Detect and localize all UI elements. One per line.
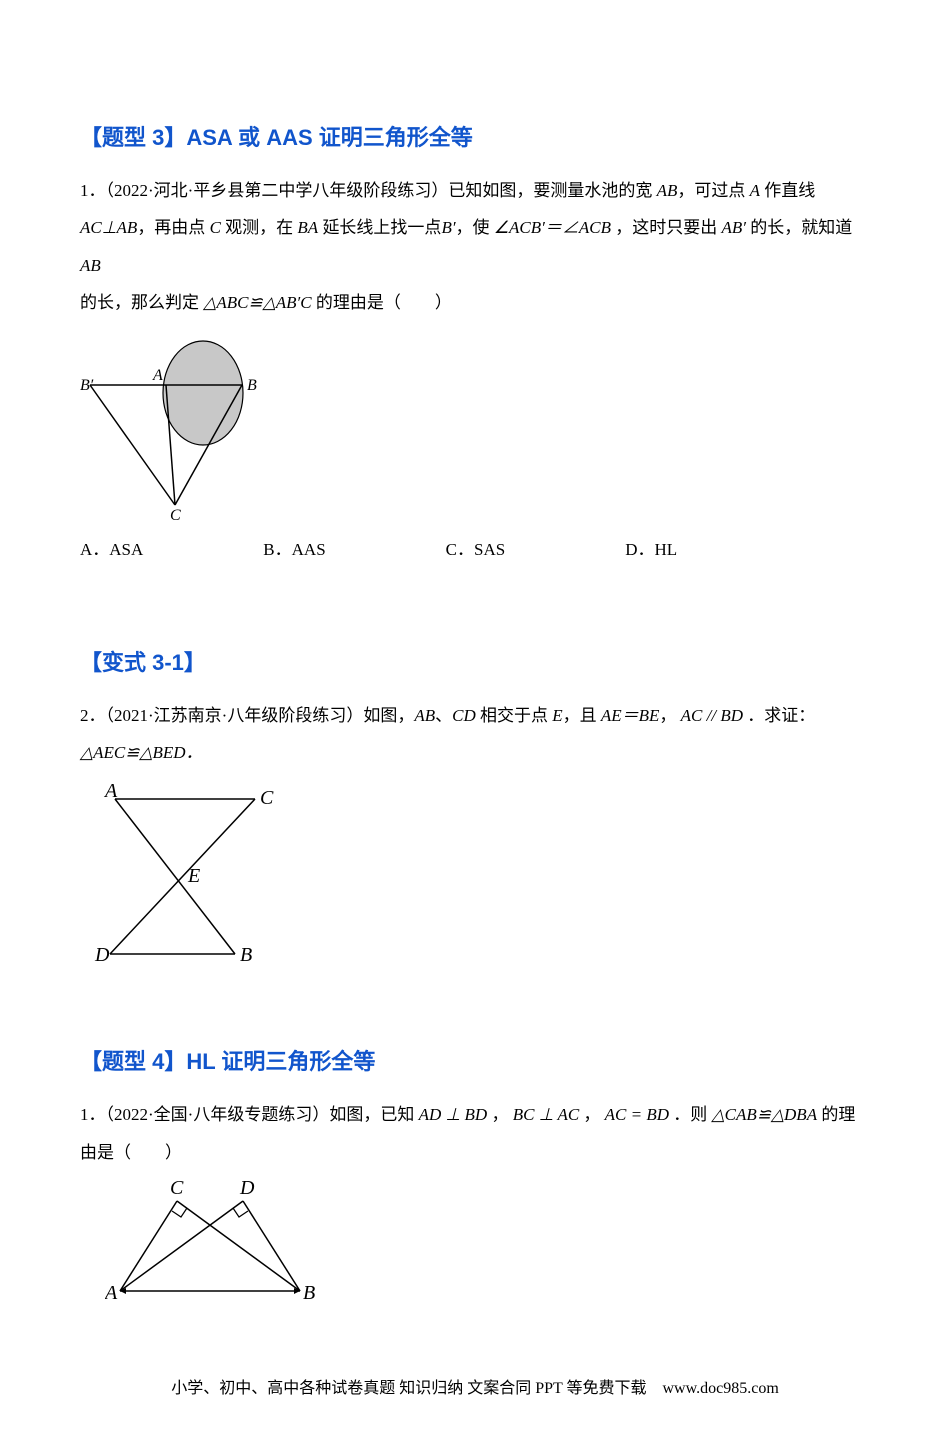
var-ACBD2: AC = BD bbox=[605, 1105, 669, 1124]
label-E: E bbox=[187, 865, 200, 887]
text: 1．（2022·全国·八年级专题练习）如图，已知 bbox=[80, 1105, 419, 1124]
pond-ellipse bbox=[163, 341, 243, 445]
figure-3-1: B′ A B C bbox=[80, 330, 870, 525]
variant-3-1-title: 【变式 3-1】 bbox=[80, 645, 870, 677]
var-A: A bbox=[750, 181, 760, 200]
text: ，这时只要出 bbox=[611, 218, 722, 237]
text: 、 bbox=[435, 706, 452, 725]
text: ，可过点 bbox=[677, 181, 749, 200]
hl-triangles: C D A B bbox=[105, 1179, 315, 1309]
tri-cong-2: △AEC≌△BED． bbox=[80, 743, 203, 762]
text: 由是（ ） bbox=[80, 1143, 182, 1162]
label-D: D bbox=[239, 1179, 255, 1199]
label-B: B bbox=[247, 377, 257, 394]
text: ，使 bbox=[456, 218, 494, 237]
tri-cong: △ABC≌△AB′C bbox=[203, 293, 311, 312]
angle-expr: ∠ACB′＝∠ACB bbox=[494, 218, 611, 237]
var-BA: BA bbox=[297, 218, 318, 237]
var-ACAB: AC⊥AB bbox=[80, 218, 137, 237]
line-AB bbox=[115, 799, 235, 954]
page-footer: 小学、初中、高中各种试卷真题 知识归纳 文案合同 PPT 等免费下载 www.d… bbox=[80, 1374, 870, 1398]
var-E: E bbox=[552, 706, 562, 725]
text: 延长线上找一点 bbox=[318, 218, 441, 237]
label-B: B bbox=[303, 1282, 315, 1304]
var-AB: AB bbox=[657, 181, 678, 200]
line-AC bbox=[120, 1201, 177, 1291]
label-A: A bbox=[103, 780, 118, 802]
problem-4-1: 1．（2022·全国·八年级专题练习）如图，已知 AD ⊥ BD ， BC ⊥ … bbox=[80, 1096, 870, 1171]
var-AEBE: AE＝BE bbox=[601, 706, 660, 725]
label-A: A bbox=[105, 1282, 118, 1304]
line-BpC bbox=[90, 385, 175, 505]
problem-3-1: 1．（2022·河北·平乡县第二中学八年级阶段练习）已知如图，要测量水池的宽 A… bbox=[80, 172, 870, 322]
right-angle-D bbox=[233, 1208, 248, 1217]
line-AD bbox=[120, 1201, 243, 1291]
var-Bp: B′ bbox=[441, 218, 455, 237]
var-ABp: AB′ bbox=[721, 218, 746, 237]
label-C: C bbox=[170, 507, 181, 520]
text: 的理 bbox=[817, 1105, 855, 1124]
option-B[interactable]: B．AAS bbox=[263, 535, 325, 560]
label-B: B bbox=[240, 944, 252, 966]
problem-variant-3-1: 2．（2021·江苏南京·八年级阶段练习）如图，AB、CD 相交于点 E，且 A… bbox=[80, 697, 870, 772]
var-C: C bbox=[210, 218, 221, 237]
label-D: D bbox=[94, 944, 110, 966]
text: 1．（2022·河北·平乡县第二中学八年级阶段练习）已知如图，要测量水池的宽 bbox=[80, 181, 657, 200]
var-AB: AB bbox=[414, 706, 435, 725]
var-BCAC: BC ⊥ AC bbox=[513, 1105, 579, 1124]
var-ADBD: AD ⊥ BD bbox=[419, 1105, 488, 1124]
options-3-1: A．ASA B．AAS C．SAS D．HL bbox=[80, 535, 870, 560]
var-AB2: AB bbox=[80, 256, 101, 275]
page-content: 【题型 3】ASA 或 AAS 证明三角形全等 1．（2022·河北·平乡县第二… bbox=[0, 0, 950, 1438]
text: 作直线 bbox=[760, 181, 815, 200]
section-3-title: 【题型 3】ASA 或 AAS 证明三角形全等 bbox=[80, 120, 870, 152]
text: 的长，那么判定 bbox=[80, 293, 203, 312]
label-C: C bbox=[260, 787, 274, 809]
var-ACBD: AC // BD bbox=[681, 706, 743, 725]
text: ．求证： bbox=[743, 706, 815, 725]
text: 2．（2021·江苏南京·八年级阶段练习）如图， bbox=[80, 706, 414, 725]
text: ， bbox=[487, 1105, 513, 1124]
option-C[interactable]: C．SAS bbox=[446, 535, 506, 560]
option-A[interactable]: A．ASA bbox=[80, 535, 143, 560]
text: 相交于点 bbox=[476, 706, 553, 725]
text: ， bbox=[579, 1105, 605, 1124]
text: ．则 bbox=[669, 1105, 712, 1124]
figure-4-1: C D A B bbox=[80, 1179, 870, 1314]
right-angle-C bbox=[172, 1208, 187, 1217]
pond-diagram: B′ A B C bbox=[80, 330, 260, 520]
section-4-title: 【题型 4】HL 证明三角形全等 bbox=[80, 1044, 870, 1076]
text: ， bbox=[659, 706, 680, 725]
option-D[interactable]: D．HL bbox=[625, 535, 677, 560]
text: ，再由点 bbox=[137, 218, 209, 237]
label-A: A bbox=[152, 367, 163, 384]
label-C: C bbox=[170, 1179, 184, 1199]
text: 的长，就知道 bbox=[746, 218, 852, 237]
tri-cong-3: △CAB≌△DBA bbox=[712, 1105, 818, 1124]
label-Bp: B′ bbox=[80, 377, 94, 394]
var-CD: CD bbox=[452, 706, 476, 725]
text: 观测，在 bbox=[221, 218, 298, 237]
text: ，且 bbox=[563, 706, 601, 725]
line-CD bbox=[110, 799, 255, 954]
line-CB bbox=[177, 1201, 300, 1291]
line-DB bbox=[243, 1201, 300, 1291]
crossing-triangles: A C E D B bbox=[80, 779, 290, 979]
text: 的理由是（ ） bbox=[312, 293, 452, 312]
figure-variant-3-1: A C E D B bbox=[80, 779, 870, 984]
